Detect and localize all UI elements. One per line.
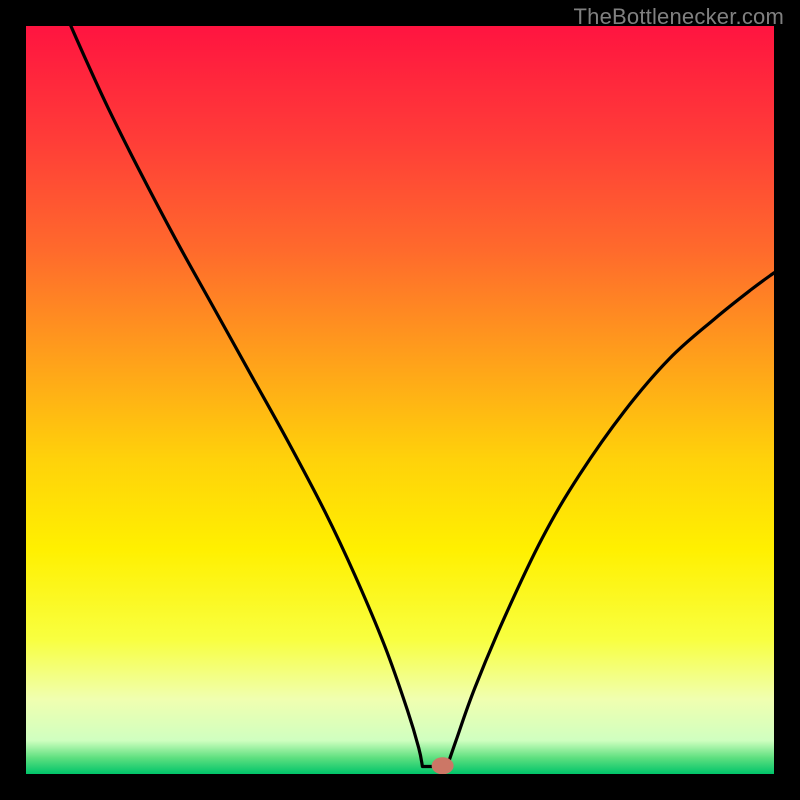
watermark-label: TheBottlenecker.com	[574, 4, 784, 30]
chart-background	[26, 26, 774, 774]
chart-plot-area	[26, 26, 774, 774]
bottleneck-chart	[26, 26, 774, 774]
optimal-point-marker	[432, 757, 454, 774]
